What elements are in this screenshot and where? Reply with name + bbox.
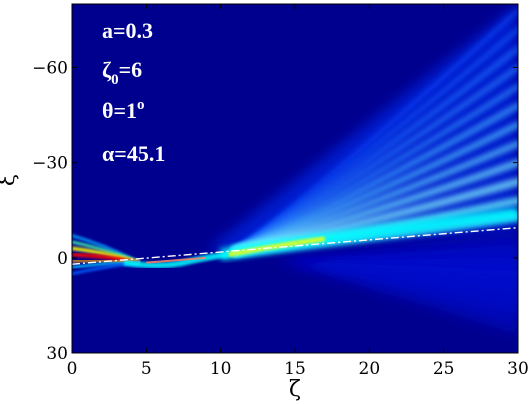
annotation-theta-sup: o — [137, 97, 145, 113]
x-tick-label: 5 — [141, 359, 152, 379]
intensity-field — [72, 4, 518, 334]
trough-core — [146, 256, 206, 264]
y-tick-label: 0 — [57, 249, 68, 269]
x-axis: 0 5 10 15 20 25 30 — [67, 4, 529, 379]
annotation-theta: θ=1o — [102, 97, 145, 123]
lower-fan-band — [280, 260, 518, 334]
beam-hotspot — [227, 236, 326, 258]
annotation-zeta0-rest: =6 — [119, 57, 143, 82]
x-tick-label: 20 — [359, 359, 381, 379]
reference-line — [72, 226, 518, 265]
trough-band — [123, 251, 229, 269]
y-tick-label: 30 — [46, 344, 68, 364]
x-axis-label: ζ — [289, 377, 301, 402]
annotation-zeta0-base: ζ — [102, 57, 112, 82]
y-axis: −60 −30 0 30 — [32, 58, 518, 364]
x-tick-label: 10 — [210, 359, 232, 379]
x-tick-label: 25 — [433, 359, 455, 379]
annotation-a: a=0.3 — [102, 18, 153, 43]
x-tick-label: 0 — [67, 359, 78, 379]
y-axis-label: ξ — [0, 174, 20, 186]
annotation-zeta0: ζ0=6 — [102, 57, 142, 88]
annotation-zeta0-sub: 0 — [111, 72, 119, 88]
y-tick-label: −30 — [32, 154, 68, 174]
y-tick-label: −60 — [32, 58, 68, 78]
x-tick-label: 30 — [507, 359, 529, 379]
annotation-theta-base: θ=1 — [102, 98, 137, 123]
x-tick-label: 15 — [284, 359, 306, 379]
annotation-alpha: α=45.1 — [102, 141, 165, 166]
